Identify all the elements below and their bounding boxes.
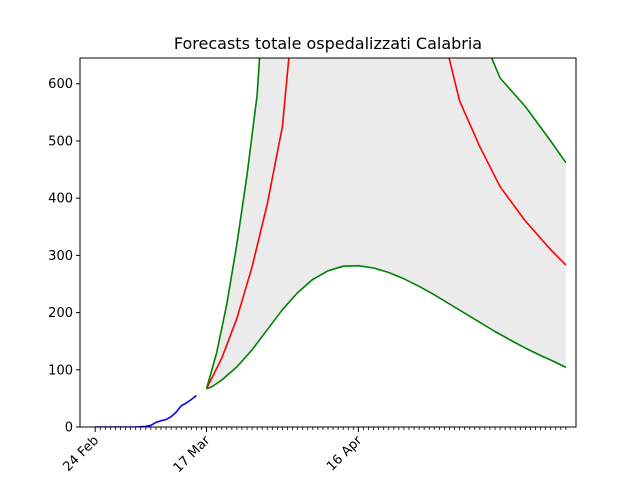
upper-bound-line — [205, 58, 567, 389]
y-tick-label: 200 — [48, 306, 73, 321]
x-tick-label: 16 Apr — [324, 433, 366, 475]
y-tick-label: 400 — [48, 192, 73, 207]
y-tick-label: 600 — [48, 77, 73, 92]
y-tick-label: 0 — [65, 421, 73, 436]
forecast-line — [205, 58, 567, 390]
lower-bound-line — [206, 264, 567, 390]
plot-frame — [79, 57, 577, 428]
observed-line — [95, 394, 197, 427]
x-tick-label: 24 Feb — [61, 433, 103, 475]
uncertainty-band — [206, 58, 566, 389]
y-tick-label: 300 — [48, 249, 73, 264]
chart-title: Forecasts totale ospedalizzati Calabria — [174, 34, 482, 53]
x-tick-label: 17 Mar — [171, 433, 214, 476]
y-tick-label: 100 — [48, 363, 73, 378]
y-tick-label: 500 — [48, 134, 73, 149]
